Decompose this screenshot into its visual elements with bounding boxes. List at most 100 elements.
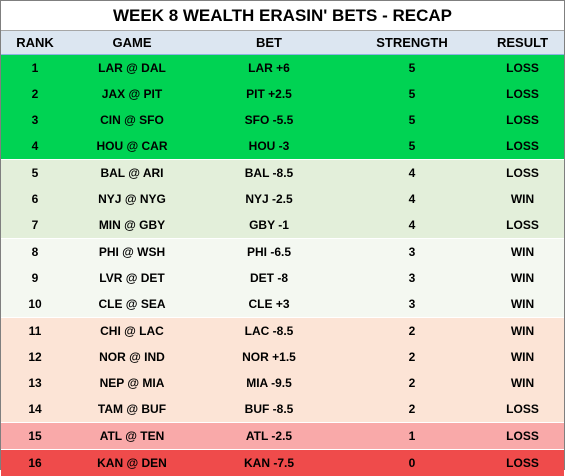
strength-cell: 2 (408, 324, 416, 338)
rank-cell: 1 (31, 61, 39, 75)
rank-cell: 10 (28, 297, 42, 311)
bet-cell: BUF -8.5 (244, 402, 294, 416)
game-cell: MIN @ GBY (98, 218, 166, 232)
game-cell: PHI @ WSH (98, 245, 166, 259)
bet-cell: LAR +6 (248, 61, 290, 75)
result-cell: LOSS (506, 402, 539, 416)
game-cell: HOU @ CAR (96, 139, 168, 153)
strength-cell: 3 (408, 245, 416, 259)
table-row: 12 NOR @ IND NOR +1.5 2 WIN (1, 344, 564, 370)
result-cell: WIN (510, 376, 535, 390)
bet-cell: NYJ -2.5 (245, 192, 293, 206)
game-cell: NOR @ IND (99, 350, 165, 364)
strength-cell: 5 (408, 87, 416, 101)
rank-cell: 8 (31, 245, 39, 259)
table-row: 11 CHI @ LAC LAC -8.5 2 WIN (1, 317, 564, 344)
bet-cell: HOU -3 (248, 139, 290, 153)
bet-cell: GBY -1 (249, 218, 289, 232)
game-cell: LVR @ DET (99, 271, 165, 285)
result-cell: WIN (510, 271, 535, 285)
table-row: 9 LVR @ DET DET -8 3 WIN (1, 265, 564, 291)
strength-cell: 5 (408, 61, 416, 75)
column-header-row: RANK GAME BET STRENGTH RESULT (1, 31, 564, 55)
bet-cell: PIT +2.5 (246, 87, 292, 101)
rank-cell: 12 (28, 350, 42, 364)
bet-cell: MIA -9.5 (246, 376, 292, 390)
table-row: 7 MIN @ GBY GBY -1 4 LOSS (1, 212, 564, 238)
game-cell: NEP @ MIA (99, 376, 165, 390)
bet-cell: BAL -8.5 (244, 166, 294, 180)
table-row: 1 LAR @ DAL LAR +6 5 LOSS (1, 55, 564, 81)
game-cell: BAL @ ARI (100, 166, 164, 180)
game-cell: NYJ @ NYG (98, 192, 166, 206)
bet-cell: NOR +1.5 (242, 350, 296, 364)
strength-cell: 3 (408, 297, 416, 311)
rank-cell: 14 (28, 402, 42, 416)
strength-cell: 2 (408, 402, 416, 416)
table-row: 6 NYJ @ NYG NYJ -2.5 4 WIN (1, 186, 564, 212)
strength-cell: 2 (408, 376, 416, 390)
game-cell: JAX @ PIT (101, 87, 163, 101)
table-row: 13 NEP @ MIA MIA -9.5 2 WIN (1, 370, 564, 396)
result-cell: LOSS (506, 61, 539, 75)
rank-cell: 2 (31, 87, 39, 101)
strength-cell: 1 (408, 429, 416, 443)
table-row: 4 HOU @ CAR HOU -3 5 LOSS (1, 133, 564, 159)
rank-cell: 5 (31, 166, 39, 180)
strength-cell: 5 (408, 139, 416, 153)
bet-cell: LAC -8.5 (244, 324, 294, 338)
table-row: 14 TAM @ BUF BUF -8.5 2 LOSS (1, 396, 564, 422)
game-cell: CHI @ LAC (100, 324, 164, 338)
rank-cell: 15 (28, 429, 42, 443)
result-cell: WIN (510, 297, 535, 311)
column-header-result: RESULT (496, 35, 549, 50)
column-header-bet: BET (256, 35, 282, 50)
strength-cell: 5 (408, 113, 416, 127)
bet-cell: ATL -2.5 (245, 429, 293, 443)
strength-cell: 3 (408, 271, 416, 285)
game-cell: CLE @ SEA (98, 297, 166, 311)
table-row: 3 CIN @ SFO SFO -5.5 5 LOSS (1, 107, 564, 133)
result-cell: LOSS (506, 139, 539, 153)
result-cell: WIN (510, 350, 535, 364)
rank-cell: 11 (28, 324, 42, 338)
result-cell: LOSS (506, 166, 539, 180)
rank-cell: 6 (31, 192, 39, 206)
rank-cell: 9 (31, 271, 39, 285)
result-cell: WIN (510, 192, 535, 206)
rank-cell: 13 (28, 376, 42, 390)
bet-cell: KAN -7.5 (243, 456, 294, 470)
rank-cell: 4 (31, 139, 39, 153)
strength-cell: 0 (408, 456, 416, 470)
result-cell: WIN (510, 324, 535, 338)
game-cell: CIN @ SFO (100, 113, 164, 127)
bet-cell: PHI -6.5 (246, 245, 291, 259)
result-cell: LOSS (506, 218, 539, 232)
column-header-strength: STRENGTH (376, 35, 448, 50)
table-row: 10 CLE @ SEA CLE +3 3 WIN (1, 291, 564, 317)
game-cell: LAR @ DAL (98, 61, 166, 75)
table-row: 8 PHI @ WSH PHI -6.5 3 WIN (1, 238, 564, 265)
table-row: 2 JAX @ PIT PIT +2.5 5 LOSS (1, 81, 564, 107)
rank-cell: 3 (31, 113, 39, 127)
strength-cell: 2 (408, 350, 416, 364)
table-row: 16 KAN @ DEN KAN -7.5 0 LOSS (1, 449, 564, 476)
column-header-rank: RANK (16, 35, 54, 50)
strength-cell: 4 (408, 218, 416, 232)
strength-cell: 4 (408, 166, 416, 180)
game-cell: TAM @ BUF (97, 402, 167, 416)
rank-cell: 7 (31, 218, 39, 232)
rank-cell: 16 (28, 456, 42, 470)
result-cell: LOSS (506, 87, 539, 101)
game-cell: KAN @ DEN (97, 456, 167, 470)
result-cell: LOSS (506, 456, 539, 470)
strength-cell: 4 (408, 192, 416, 206)
bets-table-body: 1 LAR @ DAL LAR +6 5 LOSS 2 JAX @ PIT PIT +2.5 5… (1, 55, 564, 476)
bet-cell: SFO -5.5 (244, 113, 294, 127)
table-row: 15 ATL @ TEN ATL -2.5 1 LOSS (1, 422, 564, 449)
column-header-game: GAME (112, 35, 152, 50)
result-cell: LOSS (506, 113, 539, 127)
table-row: 5 BAL @ ARI BAL -8.5 4 LOSS (1, 159, 564, 186)
bet-cell: DET -8 (249, 271, 288, 285)
